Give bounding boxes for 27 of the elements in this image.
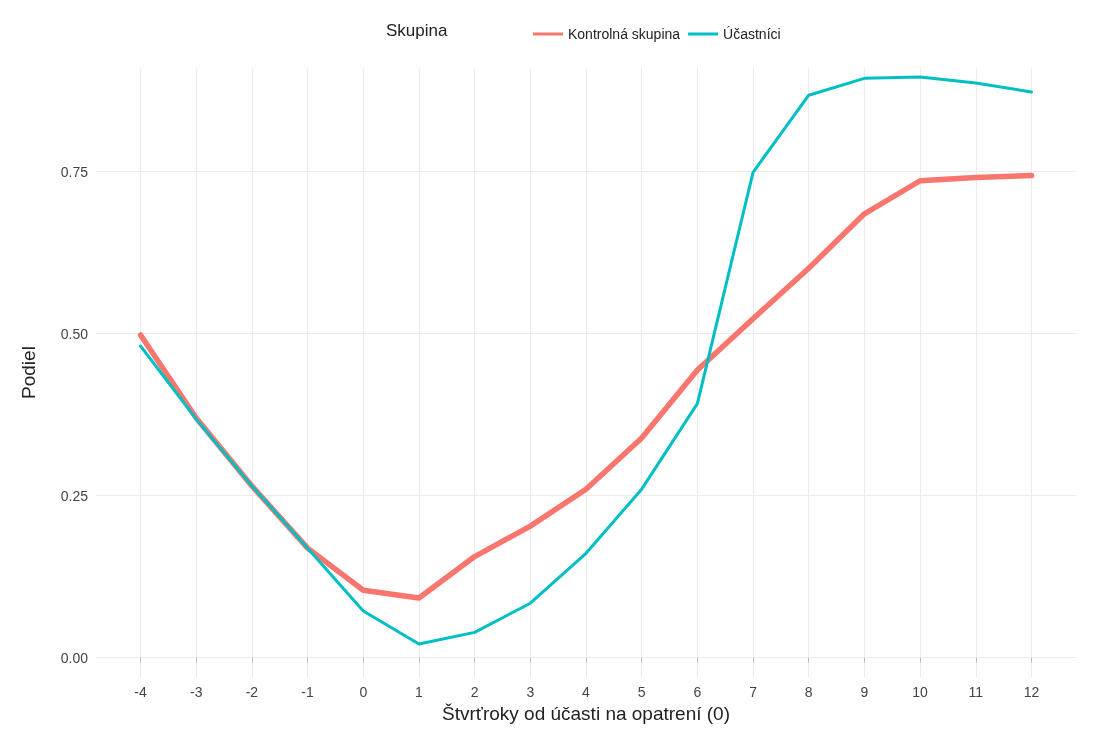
legend-label: Kontrolná skupina (568, 26, 681, 42)
x-tick-label: 2 (470, 684, 479, 701)
x-tick-label: 6 (693, 684, 702, 701)
legend-title: Skupina (386, 21, 448, 40)
x-tick-label: 4 (582, 684, 591, 701)
x-tick-label: 10 (912, 684, 929, 701)
x-tick-label: -3 (190, 684, 203, 701)
x-tick-label: -1 (301, 684, 315, 701)
x-tick-label: 11 (968, 684, 984, 701)
x-tick-label: 1 (415, 684, 424, 701)
legend-label: Účastníci (723, 26, 781, 42)
line-series (139, 75, 1033, 646)
x-tick-label: -2 (245, 684, 259, 701)
y-tick-label: 0.75 (60, 163, 89, 180)
x-tick-label: 0 (359, 684, 368, 701)
y-tick-label: 0.50 (60, 325, 89, 342)
x-tick-label: 9 (860, 684, 869, 701)
x-tick-label: 8 (804, 684, 813, 701)
x-tick-label: 7 (749, 684, 758, 701)
y-axis-title: Podiel (18, 346, 39, 399)
x-axis-title: Štvrťroky od účasti na opatrení (0) (441, 703, 731, 724)
x-tick-label: 5 (637, 684, 646, 701)
x-tick-label: 12 (1023, 684, 1040, 701)
y-tick-label: 0.00 (60, 649, 89, 666)
x-tick-label: 3 (526, 684, 535, 701)
x-tick-label: -4 (134, 684, 147, 701)
y-tick-label: 0.25 (60, 487, 89, 504)
